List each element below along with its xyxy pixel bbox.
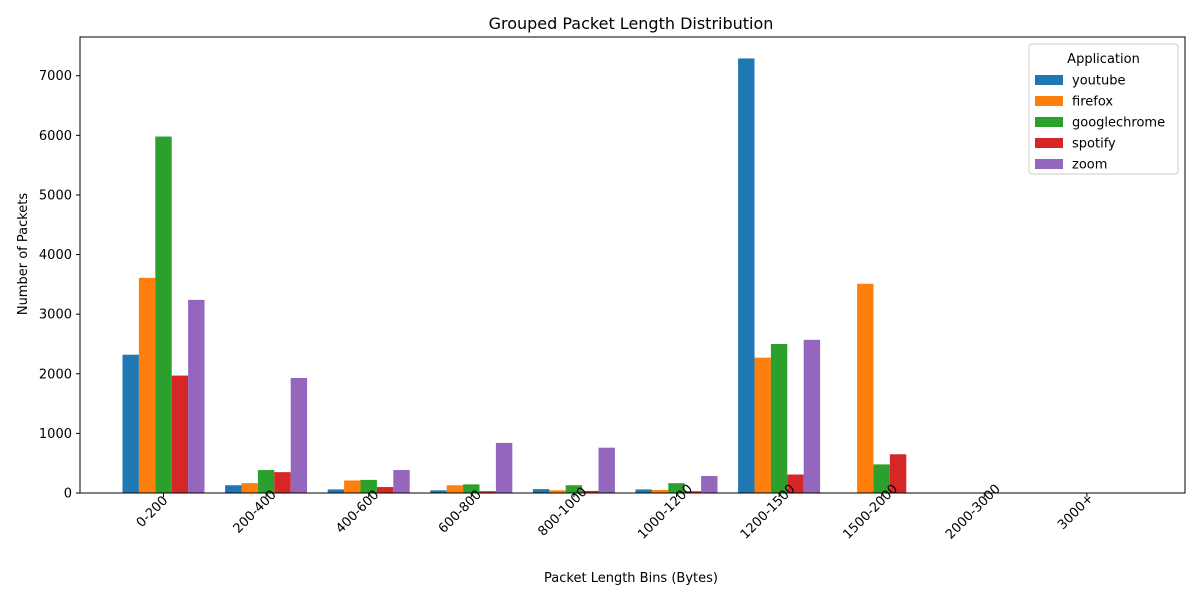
bar-youtube-0-200 (122, 354, 139, 493)
legend-label-googlechrome: googlechrome (1072, 116, 1165, 131)
bar-zoom-600-800 (495, 442, 513, 493)
series-googlechrome (155, 136, 890, 494)
bar-zoom-1200-1500 (803, 339, 821, 493)
bar-zoom-1000-1200 (701, 476, 718, 493)
y-axis-label: Number of Packets (16, 193, 31, 316)
bar-youtube-1000-1200 (635, 489, 652, 493)
x-tick-label-3000+: 3000+ (1055, 491, 1097, 533)
plot-area: 0 1000 2000 3000 4000 5000 6000 7000 0-200 200-40… (39, 36, 1186, 543)
bar-zoom-200-400 (290, 377, 308, 493)
bar-firefox-600-800 (446, 485, 464, 493)
y-tick-label-6000: 6000 (39, 129, 72, 144)
y-tick-label-5000: 5000 (39, 188, 72, 203)
series-zoom (188, 299, 821, 493)
y-tick-label-1000: 1000 (39, 427, 72, 442)
y-tick-label-0: 0 (64, 487, 72, 502)
bar-firefox-1200-1500 (754, 357, 771, 493)
series-youtube (122, 58, 755, 494)
legend-label-youtube: youtube (1072, 74, 1125, 89)
x-tick-label-600-800: 600-800 (436, 488, 485, 537)
bar-youtube-200-400 (225, 485, 242, 493)
bar-googlechrome-600-800 (463, 484, 480, 493)
bar-googlechrome-1500-2000 (873, 464, 890, 493)
legend-swatch-spotify (1035, 138, 1063, 148)
bar-youtube-800-1000 (532, 489, 550, 493)
legend-box (1028, 43, 1179, 175)
x-tick-label-2000-3000: 2000-3000 (943, 482, 1004, 543)
x-axis-label: Packet Length Bins (Bytes) (544, 571, 718, 586)
y-tick-label-3000: 3000 (39, 308, 72, 323)
bar-googlechrome-400-600 (360, 479, 377, 493)
series-spotify (171, 375, 907, 493)
bar-spotify-0-200 (171, 375, 189, 493)
bar-firefox-400-600 (344, 480, 361, 493)
bar-spotify-800-1000 (582, 490, 599, 493)
bar-firefox-1500-2000 (857, 283, 874, 493)
bar-spotify-1200-1500 (787, 474, 804, 493)
x-tick-label-200-400: 200-400 (231, 488, 280, 537)
y-tick-label-4000: 4000 (39, 248, 72, 263)
x-tick-label-0-200: 0-200 (134, 493, 171, 530)
x-tick-label-400-600: 400-600 (333, 488, 382, 537)
plot-frame (79, 36, 1186, 494)
legend-swatch-zoom (1035, 159, 1063, 169)
y-tick-label-2000: 2000 (39, 367, 72, 382)
bar-googlechrome-0-200 (155, 136, 172, 494)
bar-googlechrome-1200-1500 (770, 343, 788, 493)
bar-spotify-200-400 (274, 472, 291, 493)
bar-youtube-600-800 (430, 490, 447, 493)
legend-swatch-googlechrome (1035, 117, 1063, 127)
legend-title: Application (1067, 52, 1140, 67)
chart-title: Grouped Packet Length Distribution (489, 14, 774, 33)
bar-firefox-800-1000 (549, 490, 566, 493)
legend-swatch-firefox (1035, 96, 1063, 106)
bar-zoom-0-200 (188, 299, 205, 493)
bar-spotify-1500-2000 (889, 454, 907, 493)
legend-label-zoom: zoom (1072, 158, 1107, 173)
bar-spotify-400-600 (376, 487, 394, 493)
bar-zoom-400-600 (393, 470, 410, 493)
bar-googlechrome-1000-1200 (668, 483, 685, 493)
legend-label-firefox: firefox (1072, 95, 1113, 110)
bar-firefox-200-400 (241, 483, 258, 493)
legend-swatch-youtube (1035, 75, 1063, 85)
y-tick-label-7000: 7000 (39, 69, 72, 84)
bar-youtube-1200-1500 (738, 58, 755, 494)
bar-firefox-1000-1200 (651, 490, 669, 493)
bar-spotify-1000-1200 (684, 491, 702, 493)
bar-googlechrome-200-400 (257, 470, 275, 493)
bar-firefox-0-200 (138, 277, 156, 493)
bar-zoom-800-1000 (598, 447, 615, 493)
legend-label-spotify: spotify (1072, 137, 1116, 152)
bar-spotify-600-800 (479, 491, 496, 493)
legend: Application youtube firefox googlechrome spo… (1028, 43, 1179, 175)
series-firefox (138, 277, 874, 493)
bar-googlechrome-800-1000 (565, 485, 583, 493)
bar-youtube-400-600 (327, 489, 345, 493)
